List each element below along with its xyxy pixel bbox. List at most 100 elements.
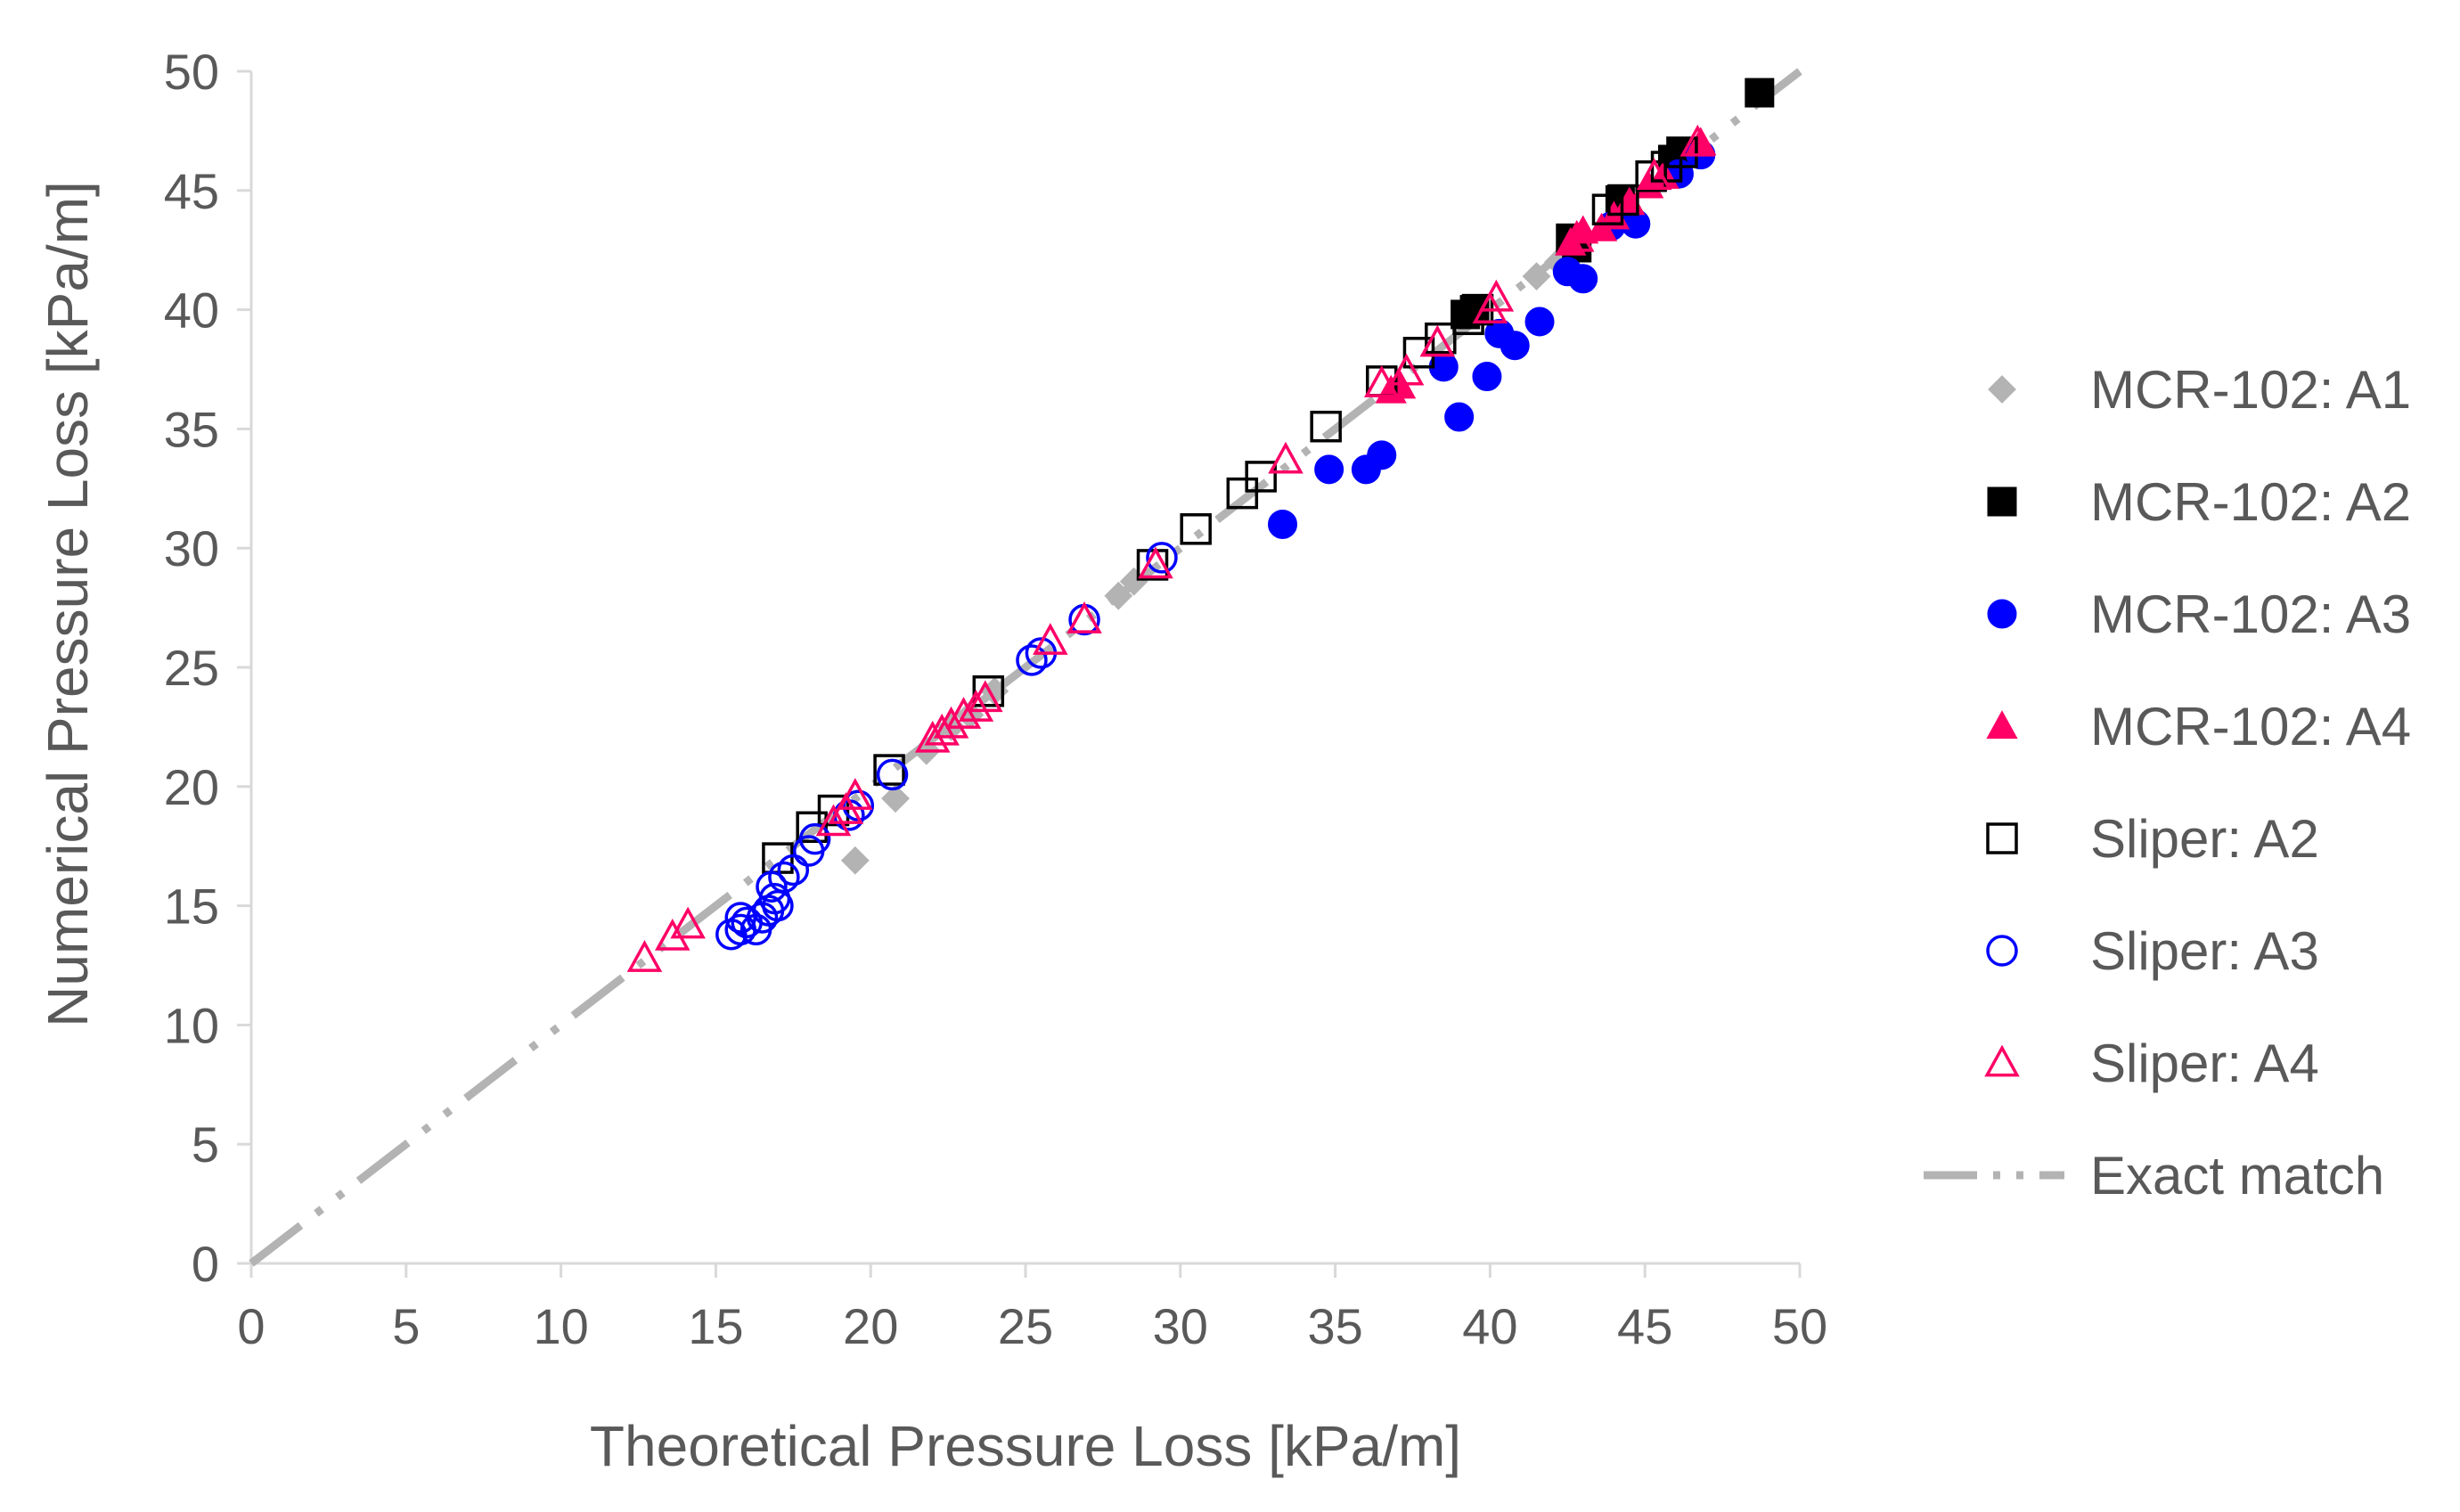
- legend-item-mcr-102-a1: MCR-102: A1: [1988, 360, 2411, 420]
- data-point-sliper-a4: [1558, 219, 1595, 252]
- y-axis-title: Numerical Pressure Loss [kPa/m]: [36, 181, 100, 1027]
- data-point-sliper-a3: [798, 822, 831, 855]
- data-point-mcr-102-a3: [1314, 454, 1344, 485]
- legend-label: Sliper: A3: [2090, 921, 2319, 981]
- data-point-sliper-a4: [924, 713, 960, 746]
- legend-swatch-sliper-a3: [1986, 935, 2018, 967]
- legend-swatch-mcr-102-a1: [1988, 375, 2016, 404]
- series-mcr-102-a3: [1268, 140, 1716, 539]
- data-point-mcr-102-a3: [1472, 362, 1502, 392]
- data-point-sliper-a3: [777, 854, 810, 887]
- x-tick-label: 45: [1617, 1298, 1672, 1354]
- legend-label: Sliper: A4: [2090, 1034, 2319, 1093]
- legend-swatch-sliper-a4: [1984, 1044, 2020, 1077]
- x-axis-title: Theoretical Pressure Loss [kPa/m]: [590, 1414, 1461, 1478]
- y-tick-label: 30: [164, 520, 219, 576]
- x-tick-label: 20: [843, 1298, 898, 1354]
- data-point-sliper-a4: [815, 804, 852, 837]
- data-point-sliper-a2: [1136, 549, 1169, 581]
- data-points: [626, 78, 1775, 972]
- data-point-mcr-102-a3: [1524, 306, 1555, 337]
- data-point-mcr-102-a1: [840, 846, 870, 875]
- data-point-sliper-a4: [1363, 365, 1400, 397]
- data-point-sliper-a2: [1245, 461, 1277, 493]
- data-point-sliper-a4: [933, 706, 969, 739]
- data-point-sliper-a4: [670, 906, 706, 939]
- data-point-sliper-a3: [876, 758, 909, 791]
- data-point-sliper-a3: [724, 902, 756, 934]
- data-point-mcr-102-a1: [1522, 262, 1551, 291]
- data-point-sliper-a4: [1680, 124, 1716, 157]
- data-point-sliper-a4: [1268, 441, 1304, 474]
- legend-item-sliper-a4: Sliper: A4: [1984, 1034, 2319, 1093]
- data-point-sliper-a2: [1226, 477, 1259, 510]
- x-tick-label: 30: [1153, 1298, 1208, 1354]
- data-point-mcr-102-a1: [1104, 581, 1133, 610]
- legend-label: Exact match: [2090, 1146, 2384, 1206]
- data-point-sliper-a4: [958, 690, 994, 722]
- data-point-sliper-a2: [873, 754, 905, 786]
- data-point-sliper-a3: [768, 861, 800, 894]
- legend-label: MCR-102: A2: [2090, 472, 2411, 532]
- legend-item-sliper-a3: Sliper: A3: [1986, 921, 2319, 981]
- legend: MCR-102: A1 MCR-102: A2 MCR-102: A3 MCR-102…: [1924, 360, 2411, 1206]
- y-tick-label: 5: [192, 1116, 219, 1173]
- data-point-sliper-a4: [1138, 546, 1173, 579]
- x-tick-label: 40: [1462, 1298, 1517, 1354]
- data-point-mcr-102-a3: [1568, 264, 1598, 294]
- data-point-sliper-a2: [972, 675, 1005, 707]
- axes: 0 5 10 15 20 25 30 35 40 45 50 0 5 10 15 20 25 30 35 40 45 50: [164, 44, 1827, 1354]
- x-tick-label: 35: [1307, 1298, 1362, 1354]
- data-point-mcr-102-a2: [1745, 78, 1775, 108]
- legend-swatch-mcr-102-a2: [1987, 486, 2017, 517]
- legend-label: Sliper: A2: [2090, 809, 2319, 869]
- y-tick-label: 35: [164, 401, 219, 457]
- data-point-sliper-a4: [945, 697, 982, 729]
- data-point-sliper-a4: [654, 918, 691, 951]
- legend-label: MCR-102: A1: [2090, 360, 2411, 420]
- data-point-sliper-a4: [1636, 158, 1672, 191]
- y-tick-label: 15: [164, 879, 219, 935]
- data-point-mcr-102-a3: [1268, 509, 1298, 539]
- legend-swatch-mcr-102-a4: [1986, 710, 2018, 740]
- data-point-sliper-a3: [1146, 542, 1178, 574]
- y-tick-label: 25: [164, 640, 219, 696]
- legend-item-exact-match: Exact match: [1924, 1146, 2384, 1206]
- x-tick-label: 25: [998, 1298, 1053, 1354]
- data-point-sliper-a4: [1388, 353, 1425, 386]
- data-point-sliper-a4: [1478, 279, 1515, 312]
- x-tick-label: 0: [237, 1298, 265, 1354]
- legend-item-mcr-102-a4: MCR-102: A4: [1986, 697, 2411, 756]
- data-point-mcr-102-a3: [1367, 440, 1397, 470]
- data-point-sliper-a2: [1607, 184, 1639, 217]
- y-tick-label: 0: [192, 1236, 219, 1292]
- legend-item-mcr-102-a3: MCR-102: A3: [1987, 584, 2411, 644]
- legend-swatch-sliper-a2: [1986, 822, 2018, 854]
- y-tick-label: 50: [164, 44, 219, 100]
- legend-item-mcr-102-a2: MCR-102: A2: [1987, 472, 2411, 532]
- x-tick-label: 10: [533, 1298, 588, 1354]
- data-point-sliper-a4: [626, 940, 663, 972]
- data-point-sliper-a2: [1180, 513, 1212, 545]
- y-tick-label: 20: [164, 759, 219, 815]
- series-mcr-102-a1: [840, 248, 1573, 875]
- data-point-sliper-a3: [1016, 644, 1048, 676]
- data-point-sliper-a4: [968, 680, 1003, 713]
- data-point-sliper-a4: [1033, 623, 1068, 655]
- data-point-sliper-a4: [1067, 601, 1102, 633]
- y-tick-label: 10: [164, 997, 219, 1053]
- x-tick-label: 15: [688, 1298, 743, 1354]
- legend-item-sliper-a2: Sliper: A2: [1986, 809, 2319, 869]
- x-tick-label: 50: [1772, 1298, 1827, 1354]
- legend-label: MCR-102: A3: [2090, 584, 2411, 644]
- data-point-sliper-a2: [1425, 322, 1457, 355]
- data-point-sliper-a2: [1310, 410, 1342, 443]
- data-point-sliper-a2: [1452, 303, 1484, 336]
- data-point-sliper-a2: [796, 811, 828, 844]
- data-point-sliper-a4: [1419, 324, 1456, 357]
- data-point-sliper-a2: [1666, 136, 1698, 168]
- y-tick-label: 40: [164, 282, 219, 339]
- data-point-mcr-102-a3: [1444, 402, 1475, 432]
